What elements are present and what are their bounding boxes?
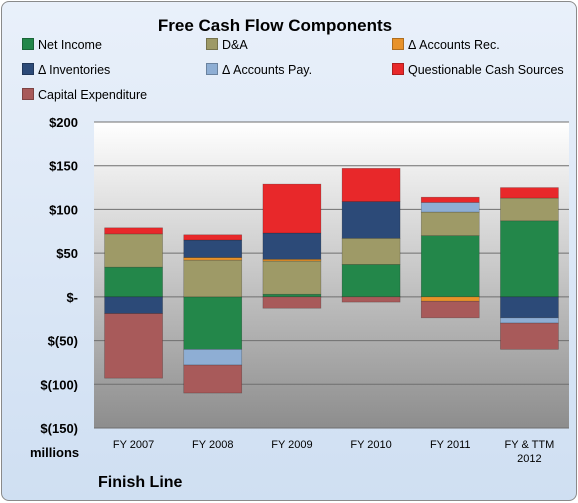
bar-segment-1-2 xyxy=(183,257,243,261)
bar-segment-0-1 xyxy=(104,233,163,268)
legend-swatch-2 xyxy=(392,38,404,50)
unit-label: millions xyxy=(30,445,80,460)
legend-label-1: D&A xyxy=(222,38,248,52)
legend-item-0: Net Income xyxy=(22,38,102,52)
bar-segment-2-1 xyxy=(262,260,322,295)
y-tick-label-2: $100 xyxy=(49,202,78,217)
bar-segment-4-5 xyxy=(420,196,480,203)
legend-swatch-4 xyxy=(206,63,218,75)
legend-swatch-0 xyxy=(22,38,34,50)
legend-swatch-3 xyxy=(22,63,34,75)
bar-segment-1-5 xyxy=(183,234,243,241)
x-tick-label-4-0: FY 2011 xyxy=(430,439,471,451)
bar-segment-5-6 xyxy=(500,322,559,350)
y-tick-label-4: $- xyxy=(66,290,78,305)
bar-segment-0-0 xyxy=(104,266,163,298)
y-tick-label-5: $(50) xyxy=(48,334,78,349)
bar-segment-1-4 xyxy=(183,349,243,366)
x-tick-label-5-0: FY & TTM xyxy=(505,439,555,451)
bar-segment-3-6 xyxy=(341,296,401,303)
bar-segment-2-3 xyxy=(262,232,322,260)
bar-segment-5-0 xyxy=(500,220,559,298)
legend-label-3: Δ Inventories xyxy=(38,63,111,77)
bar-segment-0-6 xyxy=(104,313,163,379)
legend-item-2: Δ Accounts Rec. xyxy=(392,38,500,52)
legend-label-4: Δ Accounts Pay. xyxy=(222,63,313,77)
chart-title: Free Cash Flow Components xyxy=(157,16,393,35)
legend-label-2: Δ Accounts Rec. xyxy=(408,38,500,52)
bar-segment-3-1 xyxy=(341,237,401,265)
legend-item-4: Δ Accounts Pay. xyxy=(206,63,312,77)
bar-segment-2-6 xyxy=(262,296,322,309)
legend-item-3: Δ Inventories xyxy=(22,63,110,77)
bar-segment-5-4 xyxy=(500,317,559,324)
bar-segment-1-6 xyxy=(183,364,243,394)
y-tick-label-0: $200 xyxy=(49,115,78,130)
x-tick-label-0-0: FY 2007 xyxy=(113,439,154,451)
x-tick-label-1-0: FY 2008 xyxy=(192,439,233,451)
bar-segment-2-0 xyxy=(262,293,322,298)
bar-segment-4-4 xyxy=(420,202,480,213)
bar-segment-1-1 xyxy=(183,259,243,298)
x-tick-label-3-0: FY 2010 xyxy=(350,439,391,451)
bar-segment-1-3 xyxy=(183,239,243,258)
bar-segment-5-1 xyxy=(500,197,559,222)
bar-segment-4-2 xyxy=(420,296,480,302)
bar-segment-0-3 xyxy=(104,296,163,314)
legend-swatch-5 xyxy=(392,63,404,75)
legend-item-6: Capital Expenditure xyxy=(22,88,147,102)
bar-segment-5-3 xyxy=(500,296,559,319)
legend-label-0: Net Income xyxy=(38,38,102,52)
y-tick-label-7: $(150) xyxy=(40,421,78,436)
x-tick-label-2-0: FY 2009 xyxy=(271,439,312,451)
bar-segment-2-5 xyxy=(262,183,322,234)
plot-background xyxy=(94,122,569,428)
bar-segment-1-0 xyxy=(183,296,243,350)
legend-label-6: Capital Expenditure xyxy=(38,88,148,102)
legend-item-5: Questionable Cash Sources xyxy=(392,63,564,77)
bar-segment-4-6 xyxy=(420,300,480,319)
bar-segment-3-3 xyxy=(341,201,401,239)
legend-swatch-6 xyxy=(22,88,34,100)
y-tick-label-6: $(100) xyxy=(40,377,78,392)
bar-segment-4-0 xyxy=(420,235,480,298)
bar-segment-3-0 xyxy=(341,264,401,298)
bar-segment-4-1 xyxy=(420,211,480,236)
y-tick-label-1: $150 xyxy=(49,159,78,174)
bar-segment-0-5 xyxy=(104,227,163,235)
company-label: Finish Line xyxy=(98,474,183,491)
y-tick-label-3: $50 xyxy=(56,246,78,261)
bar-segment-3-5 xyxy=(341,168,401,202)
x-tick-label-5-1: 2012 xyxy=(517,453,541,465)
legend-item-1: D&A xyxy=(206,38,248,52)
legend-swatch-1 xyxy=(206,38,218,50)
legend-label-5: Questionable Cash Sources xyxy=(408,63,564,77)
bar-segment-5-5 xyxy=(500,187,559,199)
